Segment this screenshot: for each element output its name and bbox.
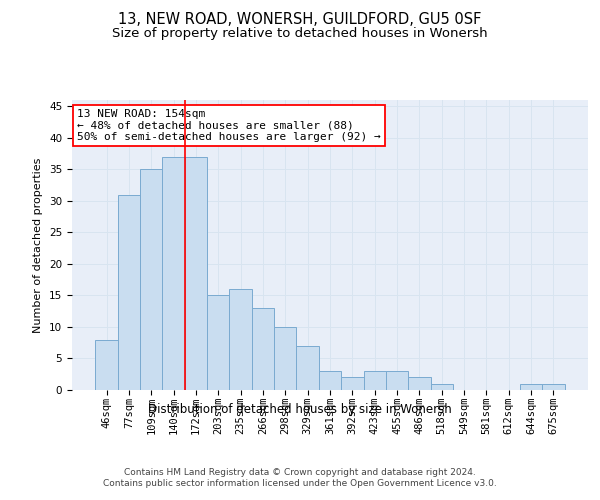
Bar <box>542 384 565 390</box>
Bar <box>431 384 453 390</box>
Bar <box>274 327 296 390</box>
Text: 13, NEW ROAD, WONERSH, GUILDFORD, GU5 0SF: 13, NEW ROAD, WONERSH, GUILDFORD, GU5 0S… <box>118 12 482 28</box>
Bar <box>296 346 319 390</box>
Bar <box>319 371 341 390</box>
Bar <box>252 308 274 390</box>
Text: Distribution of detached houses by size in Wonersh: Distribution of detached houses by size … <box>148 402 452 415</box>
Bar <box>95 340 118 390</box>
Text: 13 NEW ROAD: 154sqm
← 48% of detached houses are smaller (88)
50% of semi-detach: 13 NEW ROAD: 154sqm ← 48% of detached ho… <box>77 108 381 142</box>
Bar <box>364 371 386 390</box>
Bar <box>118 194 140 390</box>
Text: Size of property relative to detached houses in Wonersh: Size of property relative to detached ho… <box>112 28 488 40</box>
Bar <box>207 296 229 390</box>
Bar <box>229 289 252 390</box>
Bar <box>341 378 364 390</box>
Bar <box>386 371 408 390</box>
Text: Contains HM Land Registry data © Crown copyright and database right 2024.
Contai: Contains HM Land Registry data © Crown c… <box>103 468 497 487</box>
Bar <box>140 170 163 390</box>
Bar <box>185 156 207 390</box>
Bar <box>520 384 542 390</box>
Bar <box>163 156 185 390</box>
Bar <box>408 378 431 390</box>
Y-axis label: Number of detached properties: Number of detached properties <box>34 158 43 332</box>
